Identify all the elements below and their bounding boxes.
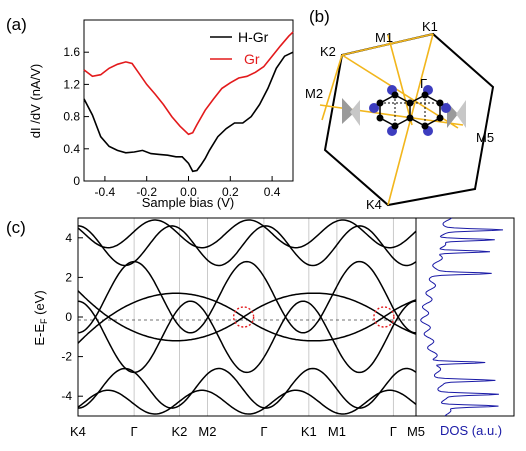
- kpath-label: Γ: [131, 424, 138, 439]
- bz-label-m2: M2: [305, 86, 323, 101]
- panel-a-series: [83, 31, 294, 173]
- cone-right-inner: [456, 100, 466, 128]
- cone-left: [342, 98, 355, 124]
- legend-label-hgr: H-Gr: [238, 29, 269, 45]
- series-line-gr: [83, 31, 294, 136]
- panel-a-label: (a): [6, 15, 27, 34]
- y-tick-label: 4: [65, 231, 72, 245]
- x-tick-label: -0.4: [95, 185, 116, 199]
- line-m1-gamma: [387, 34, 413, 126]
- y-tick-label: 0: [73, 174, 80, 188]
- band-line: [78, 225, 416, 267]
- line-k2-k1: [341, 33, 434, 56]
- panel-b-label: (b): [309, 7, 330, 26]
- kpath-label: M1: [328, 424, 346, 439]
- band-line: [78, 260, 416, 334]
- bz-label-m1: M1: [375, 30, 393, 45]
- kpath-label: Γ: [260, 424, 267, 439]
- y-tick-label: 2: [65, 270, 72, 284]
- panel-a: (a) -0.4 -0.2 0.0 0.2 0.4 0 0.4 0.8 1.2 1.6 dI /d…: [6, 15, 294, 210]
- y-tick-label: -2: [61, 350, 72, 364]
- bz-point-labels: K1 M1 K2 M2 Γ M5 K4: [305, 19, 494, 212]
- y-tick-label: 0: [65, 310, 72, 324]
- dirac-point-circle: [232, 306, 255, 328]
- legend-label-gr: Gr: [244, 51, 260, 67]
- dos-curve: [420, 217, 504, 417]
- kpath-label: K1: [301, 424, 317, 439]
- panel-c-band-frame: [77, 217, 417, 417]
- panel-c-ylabel: E-EF (eV): [32, 290, 49, 345]
- dirac-point-circle: [373, 306, 395, 328]
- panel-b: (b): [305, 7, 495, 212]
- kpath-label: K4: [70, 424, 86, 439]
- line-k2-m2: [321, 54, 343, 121]
- kpath-label: Γ: [390, 424, 397, 439]
- series-line-hgr: [83, 51, 294, 173]
- band-line: [78, 219, 416, 249]
- panel-a-ylabel: dI /dV (nA/V): [28, 64, 43, 138]
- panel-a-xlabel: Sample bias (V): [142, 195, 234, 210]
- y-tick-label: 0.8: [63, 110, 80, 124]
- bz-label-k2: K2: [320, 44, 336, 59]
- band-line: [78, 290, 416, 342]
- band-structure: [78, 219, 416, 415]
- panel-a-legend: H-Gr Gr: [210, 29, 269, 67]
- band-line: [78, 292, 416, 344]
- dirac-point-markers: [232, 306, 395, 328]
- y-tick-label: 0.4: [63, 142, 80, 156]
- band-line: [78, 389, 416, 415]
- dos-frame: [415, 217, 515, 417]
- kpath-label: M5: [407, 424, 425, 439]
- panel-c-yticks: 4 2 0 -2 -4: [61, 231, 83, 403]
- y-tick-label: 1.6: [63, 45, 80, 59]
- kpath-label: K2: [171, 424, 187, 439]
- bz-label-k4: K4: [366, 197, 382, 212]
- x-tick-label: 0.0: [180, 185, 197, 199]
- panel-a-ticks: -0.4 -0.2 0.0 0.2 0.4 0 0.4 0.8 1.2 1.6: [63, 45, 280, 199]
- x-tick-label: 0.2: [222, 185, 239, 199]
- y-tick-label: -4: [61, 389, 72, 403]
- bz-label-m5: M5: [476, 130, 494, 145]
- kpath-label: M2: [198, 424, 216, 439]
- panel-c-label: (c): [6, 218, 26, 237]
- lattice-structure: [369, 85, 451, 136]
- x-tick-label: 0.4: [264, 185, 281, 199]
- cone-left-inner: [350, 100, 360, 126]
- bz-label-gamma: Γ: [420, 76, 427, 91]
- panel-c: (c) 4 2 0 -2 -4 E-EF (eV) K4 Γ K2 M2 Γ K1 M1 Γ M5 DO…: [6, 217, 515, 439]
- panel-c-kpath-labels: K4 Γ K2 M2 Γ K1 M1 Γ M5: [70, 424, 425, 439]
- bz-label-k1: K1: [422, 19, 438, 34]
- x-tick-label: -0.2: [136, 185, 157, 199]
- y-tick-label: 1.2: [63, 77, 80, 91]
- dos-label: DOS (a.u.): [440, 423, 502, 438]
- band-line: [78, 300, 416, 374]
